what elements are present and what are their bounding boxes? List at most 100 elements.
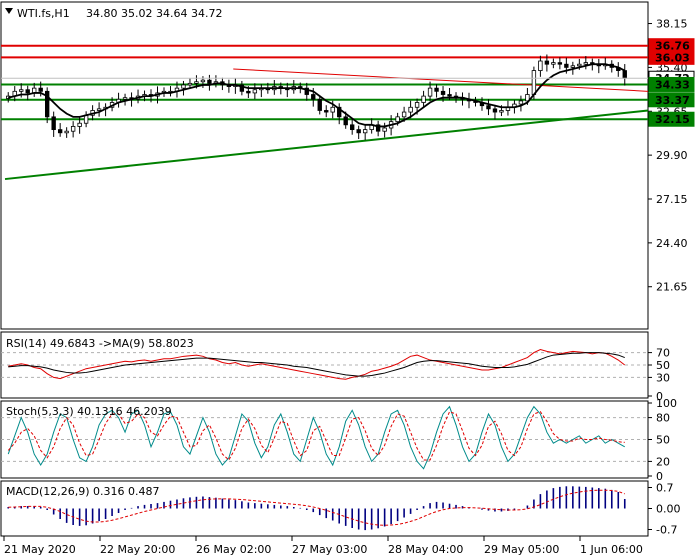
candle-body bbox=[70, 126, 76, 132]
level-label: 34.33 bbox=[655, 78, 690, 91]
candle-body bbox=[246, 90, 251, 94]
candle-body bbox=[324, 110, 329, 113]
y-tick-label: 20 bbox=[656, 455, 670, 468]
x-tick-label: 1 Jun 06:00 bbox=[580, 543, 643, 556]
candle-body bbox=[239, 84, 245, 92]
candle-body bbox=[570, 65, 576, 68]
candle-body bbox=[44, 90, 50, 118]
x-tick-label: 26 May 02:00 bbox=[196, 543, 271, 556]
y-tick-label: 30 bbox=[656, 371, 670, 384]
macd-plot bbox=[7, 486, 626, 531]
candle-body bbox=[395, 116, 400, 123]
candle-body bbox=[557, 62, 563, 65]
candle-body bbox=[544, 60, 550, 65]
candle-body bbox=[77, 122, 82, 127]
candle-body bbox=[122, 97, 128, 100]
y-tick-label: 38.15 bbox=[656, 18, 688, 31]
candle-body bbox=[414, 102, 420, 108]
y-tick-label: 80 bbox=[656, 412, 670, 425]
candle-body bbox=[194, 81, 199, 84]
candle-body bbox=[447, 94, 452, 97]
stoch-d-line bbox=[7, 411, 625, 461]
moving-average-line bbox=[8, 63, 626, 128]
candle-body bbox=[304, 87, 309, 95]
candle-body bbox=[330, 106, 335, 113]
candle-body bbox=[311, 94, 316, 100]
level-label: 36.76 bbox=[655, 40, 690, 53]
candle-body bbox=[96, 108, 102, 111]
candle-body bbox=[499, 110, 504, 113]
candle-body bbox=[538, 60, 543, 71]
y-tick-label: 0 bbox=[656, 390, 663, 403]
candle-body bbox=[531, 70, 537, 95]
main-pane bbox=[0, 1, 649, 330]
candle-body bbox=[421, 95, 426, 103]
macd-title: MACD(12,26,9) 0.316 0.487 bbox=[6, 485, 160, 498]
level-label: 36.03 bbox=[655, 51, 690, 64]
candle-body bbox=[382, 127, 387, 132]
x-tick-label: 27 May 03:00 bbox=[292, 543, 367, 556]
candle-body bbox=[181, 84, 186, 89]
candle-body bbox=[408, 106, 413, 113]
x-tick-label: 29 May 05:00 bbox=[484, 543, 559, 556]
stoch-k-line bbox=[7, 405, 626, 470]
candle-body bbox=[200, 79, 206, 83]
candle-body bbox=[525, 94, 530, 102]
candle-body bbox=[343, 116, 348, 126]
candle-body bbox=[207, 79, 212, 84]
rsi-series-line bbox=[8, 348, 626, 380]
trendline-support bbox=[4, 109, 649, 181]
rsi-plot bbox=[1, 348, 648, 380]
y-tick-label: 70 bbox=[656, 347, 670, 360]
level-label: 32.15 bbox=[655, 113, 690, 126]
candle-body bbox=[492, 108, 498, 113]
macd-signal-line bbox=[8, 489, 625, 526]
rsi-pane bbox=[0, 331, 649, 399]
y-tick-label: 0.7 bbox=[656, 482, 674, 495]
candle-body bbox=[51, 116, 56, 131]
candle-body bbox=[564, 63, 569, 68]
candle-body bbox=[187, 82, 193, 86]
candle-body bbox=[518, 100, 524, 105]
candle-body bbox=[434, 87, 439, 92]
x-tick-label: 21 May 2020 bbox=[4, 543, 76, 556]
stoch-title: Stoch(5,3,3) 40.1316 46.2039 bbox=[6, 405, 172, 418]
y-tick-label: 29.90 bbox=[656, 149, 688, 162]
candle-body bbox=[622, 70, 627, 79]
candle-body bbox=[577, 63, 582, 67]
y-tick-label: 50 bbox=[656, 434, 670, 447]
y-tick-label: 21.65 bbox=[656, 281, 688, 294]
level-label: 33.37 bbox=[655, 94, 690, 107]
collapse-triangle-icon[interactable] bbox=[5, 8, 13, 14]
candle-body bbox=[317, 98, 322, 111]
symbol-label: WTI.fs,H1 bbox=[17, 7, 70, 20]
candle-body bbox=[486, 105, 491, 110]
level-label-box bbox=[648, 76, 695, 92]
candle-body bbox=[57, 129, 63, 134]
y-tick-label: 0.00 bbox=[656, 503, 681, 516]
candle-body bbox=[427, 87, 433, 97]
candle-body bbox=[551, 62, 556, 65]
candle-body bbox=[350, 124, 355, 131]
y-tick-label: 100 bbox=[656, 397, 677, 410]
candle-body bbox=[64, 130, 69, 134]
rsi-title: RSI(14) 49.6843 ->MA(9) 58.8023 bbox=[6, 337, 194, 350]
candle-body bbox=[440, 90, 446, 95]
candle-body bbox=[356, 129, 361, 134]
level-label-box bbox=[648, 49, 695, 65]
candle-body bbox=[19, 89, 24, 92]
candle-body bbox=[337, 106, 342, 118]
ohlc-label: 34.80 35.02 34.64 34.72 bbox=[86, 7, 222, 20]
x-tick-label: 22 May 20:00 bbox=[100, 543, 175, 556]
y-tick-label: -0.7 bbox=[656, 524, 677, 537]
y-tick-label: 50 bbox=[656, 359, 670, 372]
candle-body bbox=[583, 62, 589, 65]
stoch-plot bbox=[1, 405, 648, 470]
y-tick-label: 24.40 bbox=[656, 237, 688, 250]
x-tick-label: 28 May 04:00 bbox=[388, 543, 463, 556]
y-tick-label: 0 bbox=[656, 470, 663, 483]
main-plot bbox=[1, 44, 649, 181]
candle-body bbox=[375, 124, 381, 132]
level-label-box bbox=[648, 111, 695, 127]
